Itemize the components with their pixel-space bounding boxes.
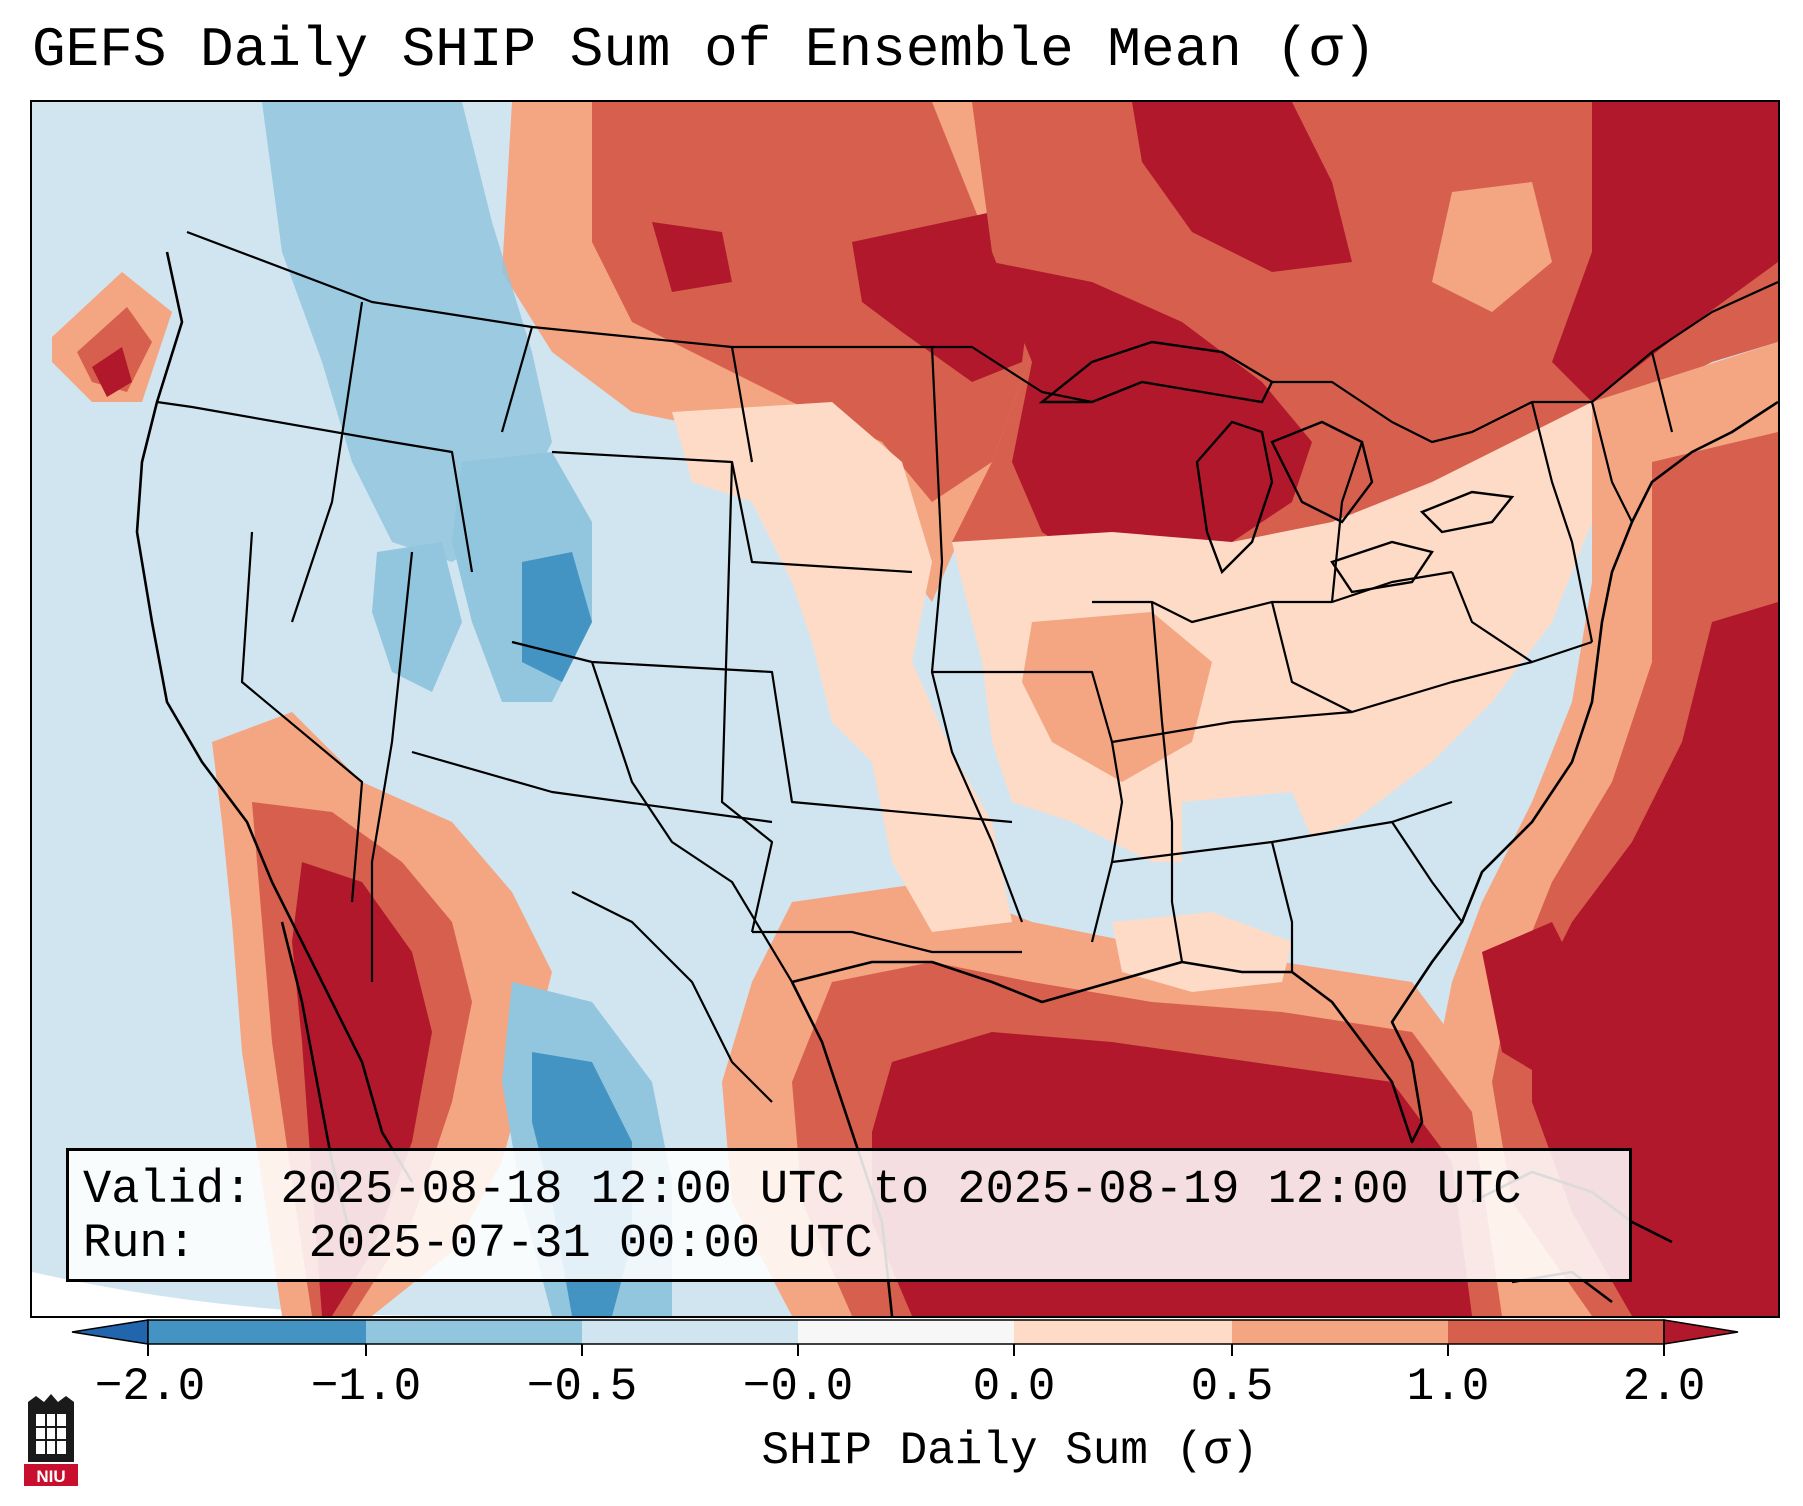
state-borders <box>156 230 1778 1103</box>
colorbar-label: SHIP Daily Sum (σ) <box>761 1425 1259 1477</box>
niu-logo: NIU <box>24 1394 78 1486</box>
pacific-warm-anomaly <box>52 272 172 402</box>
run-line: Run: 2025-07-31 00:00 UTC <box>83 1221 873 1268</box>
valid-line: Valid: 2025-08-18 12:00 UTC to 2025-08-1… <box>83 1167 1521 1214</box>
map-panel <box>30 100 1780 1318</box>
atlantic-warm-anomaly <box>1432 342 1778 1316</box>
valid-label: Valid: <box>83 1164 253 1217</box>
colorbar-bin-6 <box>1232 1320 1448 1344</box>
ship-anomaly-map <box>32 102 1778 1316</box>
valid-value: 2025-08-18 12:00 UTC to 2025-08-19 12:00… <box>280 1164 1522 1217</box>
run-label: Run: <box>83 1218 196 1271</box>
colorbar-tick-label: 1.0 <box>1406 1361 1490 1413</box>
colorbar-tick-label: 0.0 <box>972 1361 1056 1413</box>
colorbar-bin-3 <box>582 1320 798 1344</box>
colorbar-extend-high <box>1663 1319 1739 1345</box>
colorbar-tick-label: −0.0 <box>742 1361 854 1413</box>
great-lakes-warm-region <box>952 102 1778 662</box>
colorbar-tick-label: 0.5 <box>1190 1361 1274 1413</box>
run-value: 2025-07-31 00:00 UTC <box>308 1218 873 1271</box>
colorbar-tick-label: −2.0 <box>94 1361 206 1413</box>
colorbar-tick-label: −0.5 <box>526 1361 638 1413</box>
colorbar-tick-label: 2.0 <box>1622 1361 1706 1413</box>
logo-text: NIU <box>36 1467 65 1486</box>
colorbar-bin-1 <box>148 1320 366 1344</box>
colorbar <box>71 1319 1739 1356</box>
great-lakes-outlines <box>1038 340 1515 594</box>
colorbar-bin-2 <box>366 1320 582 1344</box>
colorbar-bin-5 <box>1014 1320 1232 1344</box>
valid-run-info-box: Valid: 2025-08-18 12:00 UTC to 2025-08-1… <box>66 1148 1632 1282</box>
colorbar-bin-4 <box>798 1320 1014 1344</box>
colorbar-tick-label: −1.0 <box>310 1361 422 1413</box>
colorbar-bin-7 <box>1448 1320 1664 1344</box>
map-title: GEFS Daily SHIP Sum of Ensemble Mean (σ) <box>32 18 1377 82</box>
colorbar-extend-low <box>71 1319 149 1345</box>
